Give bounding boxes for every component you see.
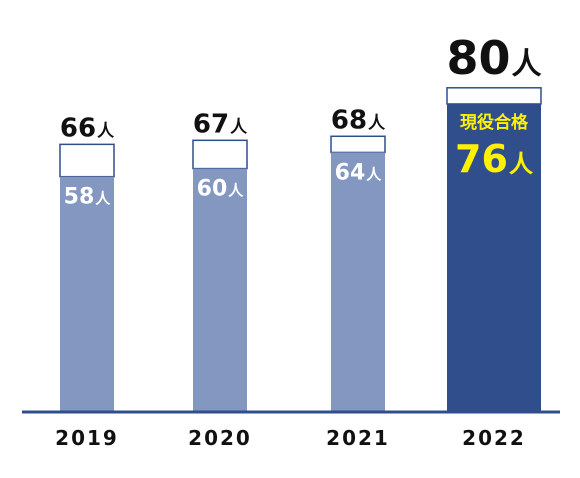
bar-current-2021	[331, 152, 385, 411]
bar-remainder-2021	[330, 135, 386, 154]
total-label-2021-unit: 人	[368, 113, 386, 133]
current-label-2022-unit: 人	[509, 150, 533, 178]
bar-remainder-2020	[192, 139, 248, 170]
total-label-2019-number: 66	[60, 113, 96, 143]
x-tick-2021: 2021	[326, 426, 390, 450]
total-label-2020-unit: 人	[230, 117, 248, 137]
current-label-2021: 64人	[335, 160, 383, 185]
bar-current-2022	[447, 103, 541, 412]
bar-current-2020	[193, 168, 247, 411]
bars-group	[59, 87, 542, 412]
bar-remainder-2019	[59, 143, 115, 178]
current-label-2019-number: 58	[64, 185, 95, 210]
current-label-2019-unit: 人	[95, 190, 111, 208]
current-label-2021-unit: 人	[366, 165, 382, 183]
total-label-2020: 67人	[193, 109, 248, 139]
current-label-2022-number: 76	[455, 137, 508, 181]
current-label-2020-unit: 人	[228, 182, 244, 200]
total-label-2022: 80人	[446, 31, 541, 85]
current-label-2020: 60人	[197, 177, 245, 202]
x-tick-2019: 2019	[55, 426, 119, 450]
bar-current-2019	[60, 176, 114, 411]
total-label-2022-number: 80	[446, 31, 510, 85]
total-label-2019-unit: 人	[97, 121, 115, 141]
total-label-2022-unit: 人	[512, 47, 542, 82]
total-label-2020-number: 67	[193, 109, 229, 139]
current-label-2020-number: 60	[197, 177, 228, 202]
x-tick-2022: 2022	[462, 426, 526, 450]
total-label-2021-number: 68	[331, 105, 367, 135]
labels-group: 66人58人201967人60人202068人64人202180人現役合格76人…	[55, 31, 541, 450]
current-label-2021-number: 64	[335, 160, 366, 185]
current-label-2019: 58人	[64, 185, 112, 210]
bar-remainder-2022	[446, 87, 542, 105]
x-tick-2020: 2020	[188, 426, 252, 450]
current-label-2022: 76人	[455, 137, 533, 181]
total-label-2019: 66人	[60, 113, 115, 143]
highlight-label: 現役合格	[460, 112, 529, 133]
total-label-2021: 68人	[331, 105, 386, 135]
